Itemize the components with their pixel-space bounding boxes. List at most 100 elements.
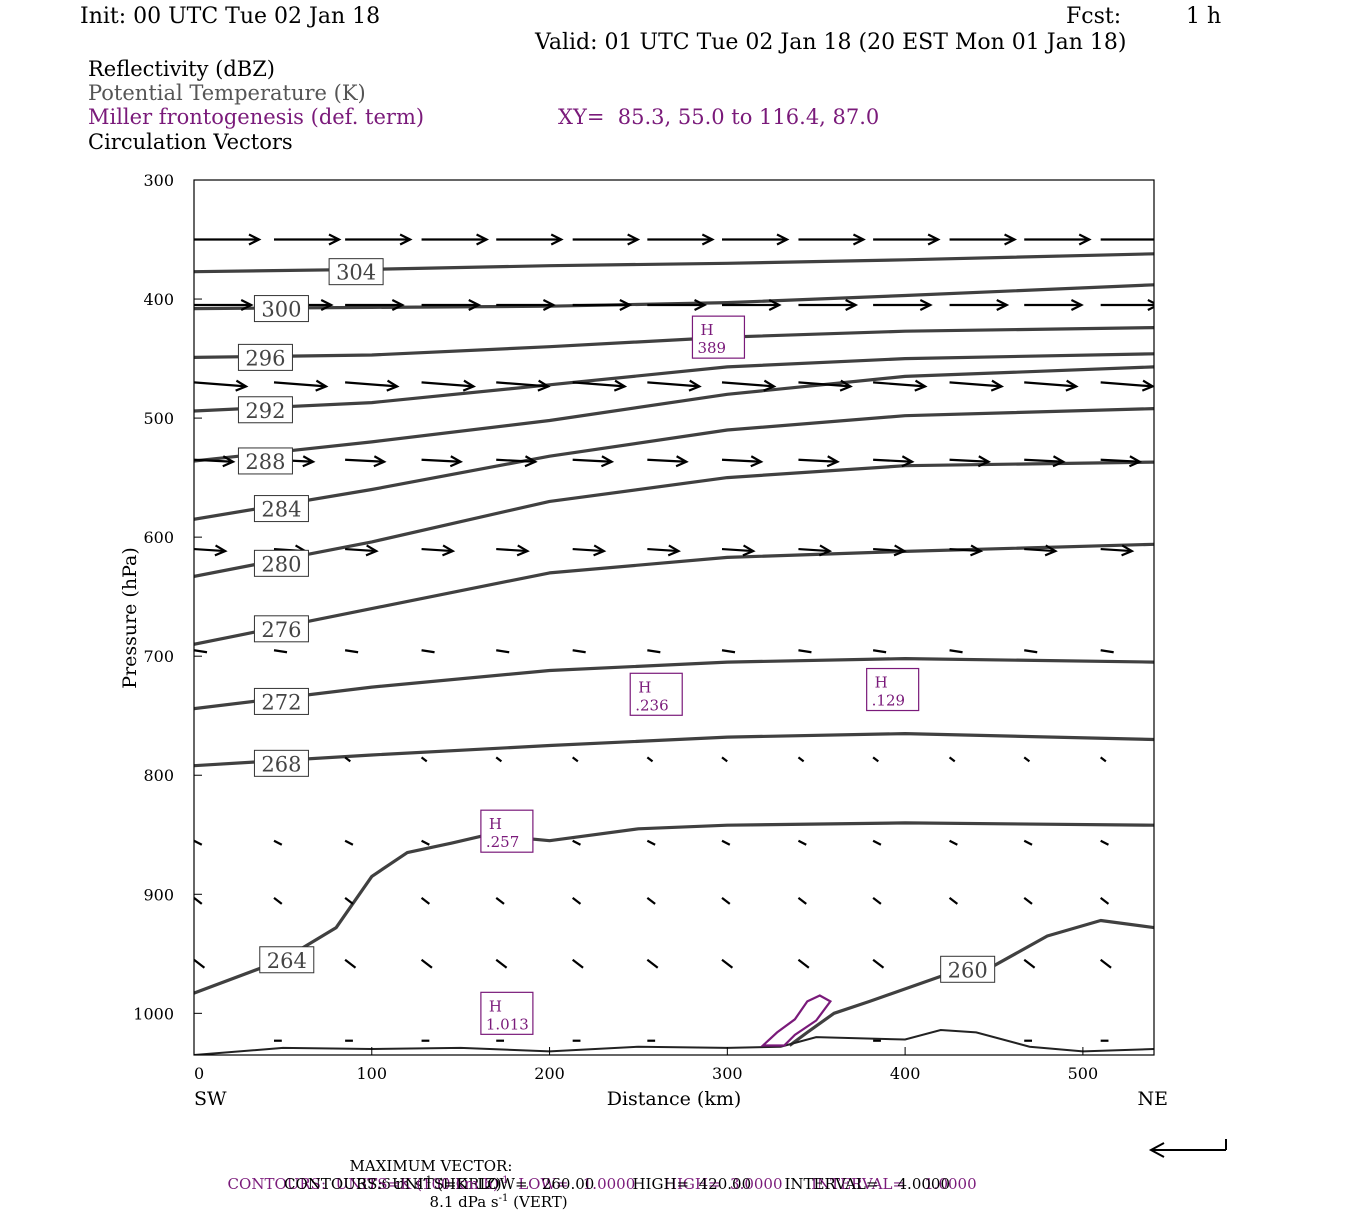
circulation-vector xyxy=(421,299,482,311)
vector-shaft xyxy=(572,381,625,388)
vector-shaft xyxy=(420,958,433,969)
circulation-vector xyxy=(1024,544,1058,557)
circulation-vector xyxy=(1100,379,1154,392)
vector-shaft xyxy=(647,381,700,388)
vector-shaft xyxy=(194,381,247,388)
circulation-vector xyxy=(798,649,812,654)
vector-shaft xyxy=(797,896,807,905)
vector-shaft xyxy=(273,649,288,654)
circulation-vector xyxy=(345,233,413,246)
theta-label-value: 276 xyxy=(261,618,301,642)
vector-head xyxy=(516,544,530,557)
circulation-vector xyxy=(646,958,659,969)
init-time: Init: 00 UTC Tue 02 Jan 18 xyxy=(80,4,381,29)
circulation-vector xyxy=(1099,958,1112,969)
vector-shaft xyxy=(647,547,679,553)
circulation-vector xyxy=(1023,756,1031,763)
maximum-value: .129 xyxy=(872,692,905,710)
vector-head xyxy=(235,379,249,392)
circulation-vector xyxy=(572,455,615,468)
vector-shaft xyxy=(571,896,582,905)
y-tick-label: 400 xyxy=(143,290,174,309)
vector-shaft xyxy=(572,547,604,553)
vector-shaft xyxy=(344,839,354,846)
vector-shaft xyxy=(1099,756,1107,763)
y-tick-label: 900 xyxy=(143,885,174,904)
circulation-vector xyxy=(647,299,707,311)
theta-label-frame xyxy=(259,946,315,974)
vector-shaft xyxy=(646,896,656,905)
circulation-vector xyxy=(421,544,456,557)
vector-shaft xyxy=(495,896,505,905)
circulation-vector xyxy=(872,756,879,763)
circulation-vector xyxy=(496,299,556,311)
vector-shaft xyxy=(1024,547,1056,553)
vector-shaft xyxy=(344,649,359,654)
vector-head xyxy=(990,379,1005,392)
max-vector-vert: 8.1 dPa s-1 (VERT) xyxy=(429,1193,568,1211)
circulation-vector xyxy=(721,958,734,969)
frontogenesis-maximum: H.129 xyxy=(866,667,920,712)
vector-head xyxy=(701,233,715,246)
vector-shaft xyxy=(496,381,549,388)
x-tick-label: 100 xyxy=(357,1064,388,1083)
forecast-hour: 1 h xyxy=(1186,4,1222,29)
vector-head xyxy=(826,455,840,468)
vector-shaft xyxy=(194,839,203,846)
theta-label-box: 296 xyxy=(237,343,293,371)
theta-label-box: 276 xyxy=(253,615,309,643)
circulation-vector xyxy=(194,896,203,905)
vector-shaft xyxy=(572,649,586,654)
vector-head xyxy=(302,455,316,468)
circulation-vector xyxy=(1023,958,1036,969)
vector-shaft xyxy=(646,958,659,969)
y-tick-label: 800 xyxy=(143,766,174,785)
vector-head xyxy=(750,455,764,468)
x-axis-label: Distance (km) xyxy=(607,1088,742,1110)
circulation-vector xyxy=(1100,299,1154,311)
vector-shaft xyxy=(948,756,956,763)
theta-contour-268 xyxy=(194,732,1154,768)
circulation-vector xyxy=(873,544,907,557)
vector-head xyxy=(442,544,456,557)
vector-shaft xyxy=(1100,458,1140,463)
vector-shaft xyxy=(949,458,989,463)
theta-label-box: 292 xyxy=(237,396,293,424)
circulation-vector xyxy=(1024,379,1079,392)
vector-shaft xyxy=(949,839,958,846)
frontogenesis-contour-info: CONTOURS: UNITS=K (100 km h)-1 LOW= 1.00… xyxy=(227,1175,977,1193)
circulation-vector xyxy=(194,958,206,969)
circulation-vector xyxy=(421,455,464,468)
circulation-vector xyxy=(1024,649,1038,654)
vector-shaft xyxy=(1100,649,1114,654)
vector-head xyxy=(839,379,853,392)
maximum-frame xyxy=(480,991,534,1035)
circulation-vector xyxy=(1024,299,1084,311)
theta-label-box: 260 xyxy=(940,955,996,983)
circulation-vector xyxy=(572,649,586,654)
circulation-vector xyxy=(721,756,728,763)
maximum-value: .236 xyxy=(635,696,668,714)
vector-head xyxy=(763,379,777,392)
circulation-vector xyxy=(948,756,956,763)
x-axis-left-end-label: SW xyxy=(194,1088,227,1110)
theta-contour-info: CONTOURS: UNITS=K LOW= 260.00 HIGH= 420.… xyxy=(284,1175,950,1193)
vector-shaft xyxy=(1100,381,1153,388)
circulation-vector xyxy=(948,896,959,905)
circulation-vector xyxy=(571,896,582,905)
circulation-vector xyxy=(273,379,329,392)
vector-shaft xyxy=(572,458,612,463)
vector-shaft xyxy=(420,896,431,905)
legend-frontogenesis: Miller frontogenesis (def. term) xyxy=(88,105,425,129)
theta-label-value: 264 xyxy=(267,949,307,973)
circulation-vector xyxy=(647,379,702,392)
theta-label-frame xyxy=(253,615,309,643)
theta-label-frame xyxy=(253,687,309,715)
vector-shaft xyxy=(721,649,736,654)
vector-shaft xyxy=(496,547,528,553)
vector-shaft xyxy=(647,458,687,463)
circulation-vector xyxy=(873,233,941,246)
vector-shaft xyxy=(949,381,1002,388)
theta-contour-260 xyxy=(788,918,1154,1047)
